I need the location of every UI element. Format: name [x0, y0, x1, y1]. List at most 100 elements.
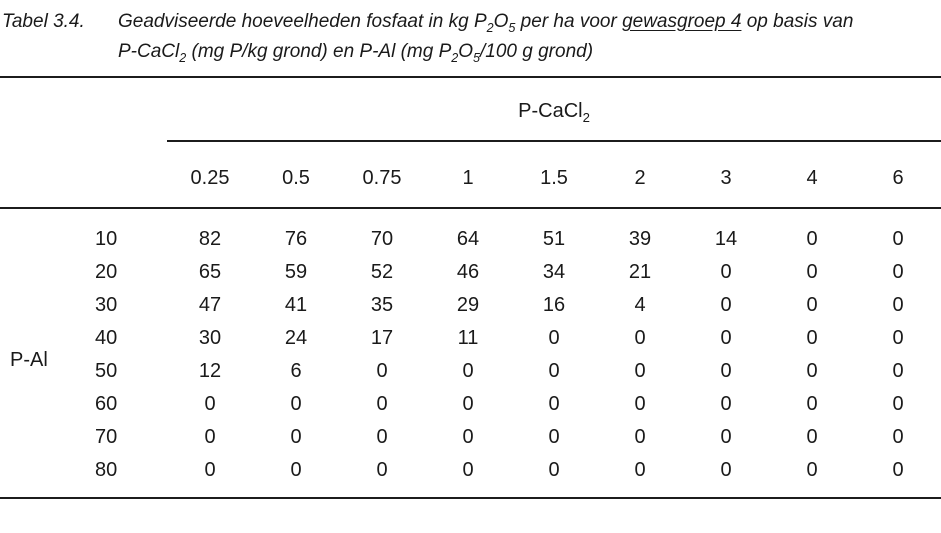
caption-line2-part4: /100 g grond) — [480, 41, 594, 62]
data-cell: 0 — [892, 360, 904, 382]
data-cell: 0 — [806, 393, 818, 415]
data-cell: 12 — [198, 360, 222, 382]
data-cell: 0 — [892, 327, 904, 349]
data-cell: 0 — [290, 459, 302, 481]
data-cell: 17 — [370, 327, 394, 349]
data-cell: 0 — [720, 327, 732, 349]
phosphate-advice-table: P-CaCl2 0.25 0.5 0.75 1 1.5 2 3 4 6 P-Al… — [0, 76, 941, 499]
data-cell: 47 — [198, 294, 222, 316]
data-cell: 6 — [290, 360, 302, 382]
data-cell: 76 — [284, 228, 308, 250]
data-cell: 29 — [456, 294, 480, 316]
caption-number: Tabel 3.4. — [2, 11, 85, 32]
row-header: 80 — [95, 459, 118, 481]
row-header: 40 — [95, 327, 118, 349]
data-cell: 0 — [376, 393, 388, 415]
data-cell: 0 — [462, 459, 474, 481]
data-cell: 0 — [634, 459, 646, 481]
caption-line2-part3: O — [458, 41, 474, 62]
column-header: 4 — [769, 141, 855, 209]
data-cell: 0 — [634, 327, 646, 349]
column-header: 3 — [683, 141, 769, 209]
data-cell: 0 — [720, 393, 732, 415]
caption-line1-part4: op basis van — [741, 11, 854, 32]
data-cell: 46 — [456, 261, 480, 283]
table-row: 60 0 0 0 0 0 0 0 0 0 — [0, 388, 941, 421]
data-cell: 70 — [370, 228, 394, 250]
data-cell: 0 — [892, 459, 904, 481]
data-cell: 0 — [634, 360, 646, 382]
data-cell: 0 — [462, 393, 474, 415]
column-header: 0.75 — [339, 141, 425, 209]
data-cell: 16 — [542, 294, 566, 316]
data-cell: 0 — [806, 327, 818, 349]
data-cell: 0 — [376, 459, 388, 481]
caption-line1-part2: O — [493, 11, 509, 32]
row-header: 30 — [95, 294, 118, 316]
row-header: 50 — [95, 360, 118, 382]
table-row: 70 0 0 0 0 0 0 0 0 0 — [0, 421, 941, 454]
data-cell: 39 — [628, 228, 652, 250]
data-cell: 21 — [628, 261, 652, 283]
table-caption: Tabel 3.4. Geadviseerde hoeveelheden fos… — [0, 0, 941, 76]
caption-line1-part3: per ha voor — [515, 11, 623, 32]
data-cell: 0 — [720, 426, 732, 448]
data-cell: 82 — [198, 228, 222, 250]
data-cell: 0 — [892, 228, 904, 250]
column-group-header: P-CaCl2 — [167, 77, 941, 142]
data-cell: 0 — [376, 426, 388, 448]
spanner-header-row: P-CaCl2 — [0, 77, 941, 142]
caption-text: Geadviseerde hoeveelheden fosfaat in kg … — [118, 7, 941, 76]
data-cell: 0 — [548, 327, 560, 349]
colhead-empty-cell — [0, 141, 167, 209]
column-header: 1 — [425, 141, 511, 209]
table-row: P-Al 10 82 76 70 64 51 39 14 0 0 — [0, 208, 941, 371]
data-cell: 0 — [720, 261, 732, 283]
data-cell: 0 — [548, 393, 560, 415]
data-cell: 34 — [542, 261, 566, 283]
table-row: 30 47 41 35 29 16 4 0 0 0 — [0, 289, 941, 322]
column-header-row: 0.25 0.5 0.75 1 1.5 2 3 4 6 — [0, 141, 941, 209]
data-cell: 0 — [204, 459, 216, 481]
data-cell: 51 — [542, 228, 566, 250]
table-row: 40 30 24 17 11 0 0 0 0 0 — [0, 322, 941, 355]
data-cell: 0 — [548, 360, 560, 382]
data-cell: 0 — [892, 261, 904, 283]
caption-subscript: 2 — [451, 50, 459, 65]
data-cell: 35 — [370, 294, 394, 316]
data-cell: 0 — [634, 393, 646, 415]
column-header: 0.25 — [167, 141, 253, 209]
column-header: 0.5 — [253, 141, 339, 209]
data-cell: 0 — [720, 459, 732, 481]
data-cell: 0 — [892, 426, 904, 448]
row-header: 60 — [95, 393, 118, 415]
data-cell: 41 — [284, 294, 308, 316]
column-group-subscript: 2 — [582, 110, 590, 125]
column-group-label: P-CaCl — [518, 100, 583, 122]
caption-line2-part1: P-CaCl — [118, 41, 180, 62]
caption-subscript: 5 — [508, 20, 516, 35]
data-cell: 14 — [714, 228, 738, 250]
data-cell: 24 — [284, 327, 308, 349]
data-cell: 4 — [634, 294, 646, 316]
data-cell: 0 — [806, 426, 818, 448]
table-row: 50 12 6 0 0 0 0 0 0 0 — [0, 355, 941, 388]
column-header: 6 — [855, 141, 941, 209]
caption-subscript: 5 — [473, 50, 481, 65]
row-group-label: P-Al — [10, 348, 48, 371]
row-header: 20 — [95, 261, 118, 283]
spanner-empty-cell — [0, 77, 167, 141]
caption-subscript: 2 — [179, 50, 187, 65]
row-header: 70 — [95, 426, 118, 448]
data-cell: 0 — [548, 426, 560, 448]
data-cell: 0 — [892, 393, 904, 415]
data-cell: 0 — [376, 360, 388, 382]
data-cell: 11 — [457, 327, 479, 349]
data-cell: 0 — [892, 294, 904, 316]
data-cell: 59 — [284, 261, 308, 283]
data-cell: 0 — [462, 360, 474, 382]
data-cell: 0 — [634, 426, 646, 448]
caption-underlined-term: gewasgroep 4 — [622, 11, 742, 32]
data-cell: 0 — [548, 459, 560, 481]
